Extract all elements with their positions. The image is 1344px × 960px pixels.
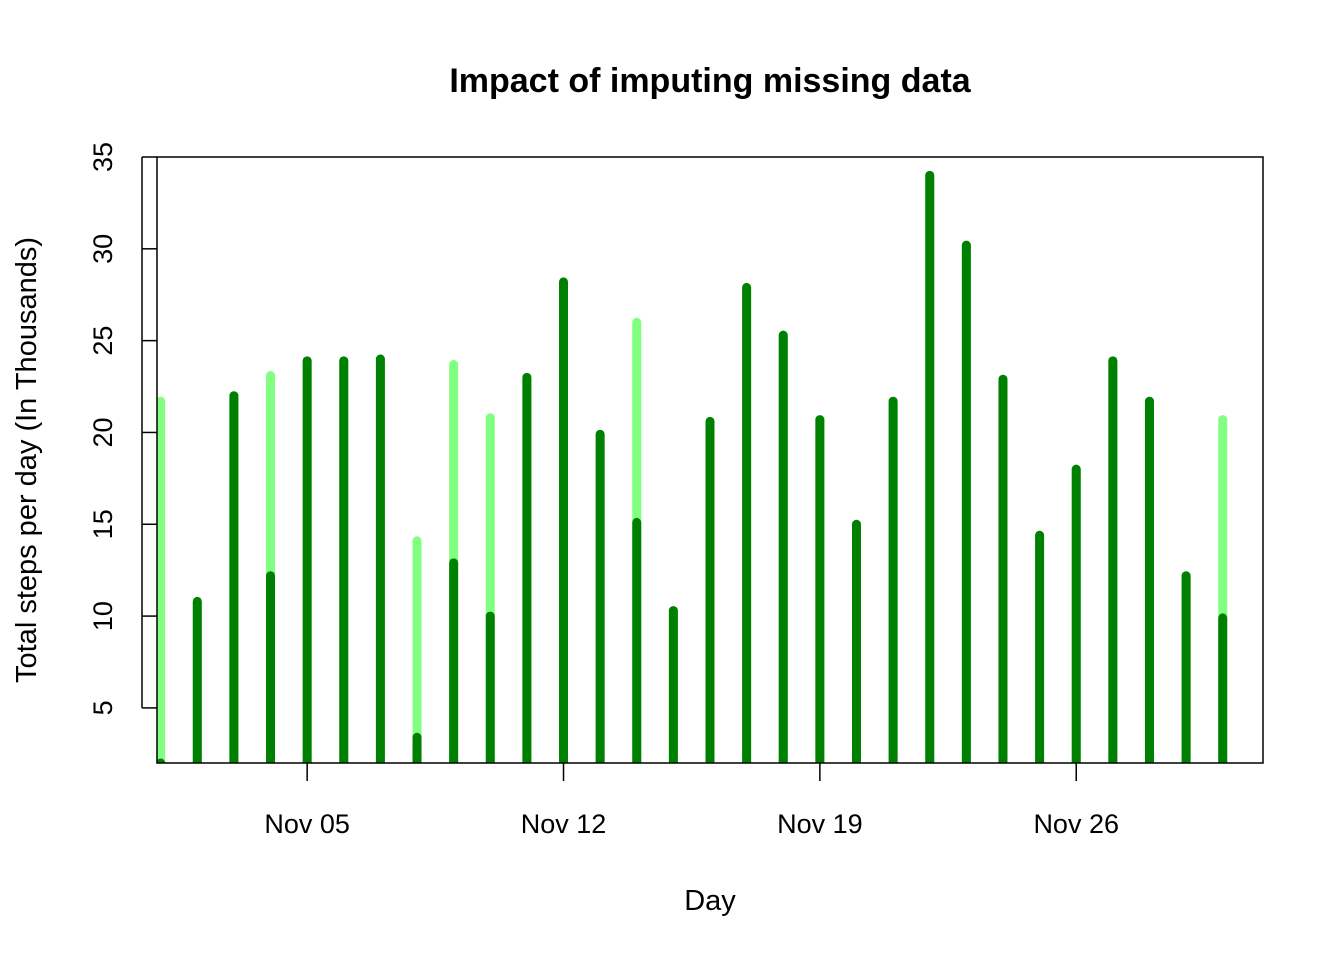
x-tick-label-2: Nov 19 <box>777 809 863 839</box>
y-tick-label-20: 20 <box>88 417 118 447</box>
plot-frame <box>156 156 1264 764</box>
x-axis-label: Day <box>684 885 736 917</box>
y-tick-label-10: 10 <box>88 601 118 631</box>
y-tick-label-35: 35 <box>88 142 118 172</box>
x-tick-label-1: Nov 12 <box>521 809 607 839</box>
y-tick-label-5: 5 <box>88 700 118 715</box>
bars-layer <box>157 170 1228 763</box>
chart-title: Impact of imputing missing data <box>449 62 971 100</box>
x-axis: Nov 05 Nov 12 Nov 19 Nov 26 <box>264 763 1119 839</box>
x-tick-label-0: Nov 05 <box>264 809 350 839</box>
y-axis: 5 10 15 20 25 30 35 <box>88 142 157 715</box>
y-tick-label-15: 15 <box>88 509 118 539</box>
x-tick-label-3: Nov 26 <box>1033 809 1119 839</box>
y-tick-label-30: 30 <box>88 234 118 264</box>
y-axis-label: Total steps per day (In Thousands) <box>11 237 43 683</box>
y-tick-label-25: 25 <box>88 326 118 356</box>
